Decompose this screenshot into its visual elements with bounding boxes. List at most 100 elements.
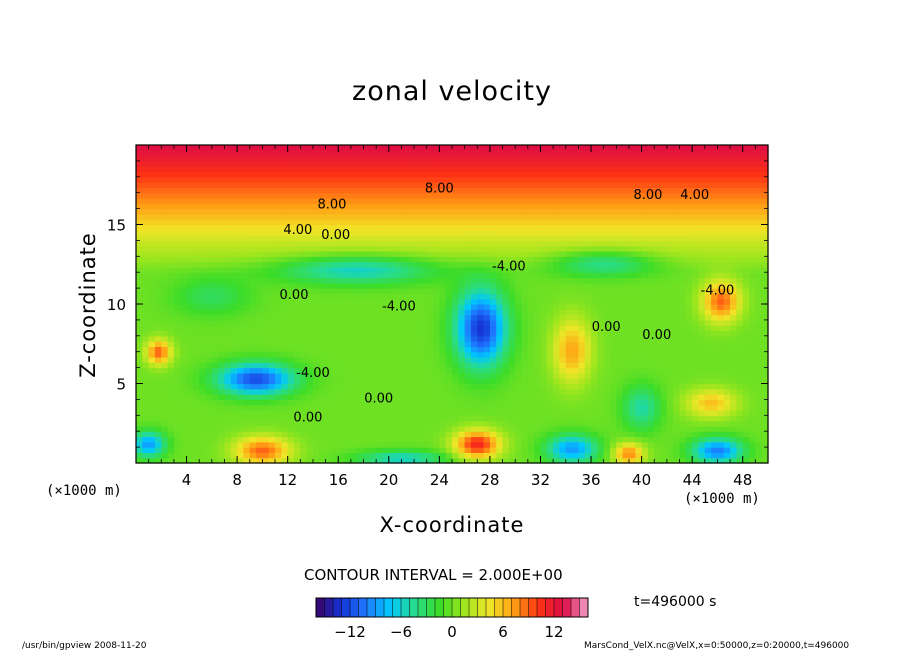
heatmap-cell xyxy=(180,240,188,247)
heatmap-cell xyxy=(559,319,567,326)
heatmap-cell xyxy=(647,187,655,194)
heatmap-cell xyxy=(287,219,295,226)
heatmap-cell xyxy=(578,420,586,427)
heatmap-cell xyxy=(136,224,143,231)
heatmap-cell xyxy=(521,351,529,358)
heatmap-cell xyxy=(205,341,213,347)
heatmap-cell xyxy=(521,404,529,411)
heatmap-cell xyxy=(142,372,150,379)
heatmap-cell xyxy=(357,425,365,432)
heatmap-cell xyxy=(173,399,181,406)
heatmap-cell xyxy=(331,351,339,358)
heatmap-cell xyxy=(357,277,365,284)
heatmap-cell xyxy=(521,213,529,220)
heatmap-cell xyxy=(256,192,263,199)
heatmap-cell xyxy=(515,166,523,173)
heatmap-cell xyxy=(376,266,384,273)
heatmap-cell xyxy=(268,160,276,167)
heatmap-cell xyxy=(527,383,535,390)
heatmap-cell xyxy=(268,240,276,247)
heatmap-cell xyxy=(268,282,276,289)
heatmap-cell xyxy=(363,245,371,252)
heatmap-cell xyxy=(603,399,611,406)
heatmap-cell xyxy=(407,171,415,178)
heatmap-cell xyxy=(616,346,624,353)
heatmap-cell xyxy=(647,266,655,273)
heatmap-cell xyxy=(407,425,415,432)
heatmap-cell xyxy=(502,447,510,453)
heatmap-cell xyxy=(243,213,251,220)
heatmap-cell xyxy=(395,208,403,215)
heatmap-cell xyxy=(641,224,649,231)
heatmap-cell xyxy=(439,378,447,385)
heatmap-cell xyxy=(281,420,289,427)
heatmap-cell xyxy=(186,309,194,316)
heatmap-cell xyxy=(578,341,586,347)
heatmap-cell xyxy=(540,282,548,289)
heatmap-cell xyxy=(572,372,579,379)
heatmap-cell xyxy=(331,436,339,443)
heatmap-cell xyxy=(237,452,245,459)
heatmap-cell xyxy=(161,282,169,289)
heatmap-cell xyxy=(628,261,636,268)
heatmap-cell xyxy=(388,155,396,162)
heatmap-cell xyxy=(433,187,440,194)
heatmap-cell xyxy=(452,145,459,151)
heatmap-cell xyxy=(199,399,207,406)
heatmap-cell xyxy=(622,415,630,422)
heatmap-cell xyxy=(572,277,579,284)
heatmap-cell xyxy=(540,404,548,411)
heatmap-cell xyxy=(452,341,459,347)
heatmap-cell xyxy=(205,314,213,321)
heatmap-cell xyxy=(591,304,598,310)
heatmap-cell xyxy=(312,425,320,432)
heatmap-cell xyxy=(275,155,282,162)
heatmap-cell xyxy=(546,272,554,279)
heatmap-cell xyxy=(401,357,409,363)
heatmap-cell xyxy=(338,256,346,263)
heatmap-cell xyxy=(616,309,624,316)
heatmap-cell xyxy=(635,441,643,448)
heatmap-cell xyxy=(572,319,579,326)
heatmap-cell xyxy=(167,341,175,347)
footer-left: /usr/bin/gpview 2008-11-20 xyxy=(22,641,147,651)
heatmap-cell xyxy=(395,213,403,220)
heatmap-cell xyxy=(376,198,384,204)
heatmap-cell xyxy=(224,431,232,438)
heatmap-cell xyxy=(230,357,238,363)
heatmap-cell xyxy=(237,431,245,438)
heatmap-cell xyxy=(256,372,263,379)
heatmap-cell xyxy=(641,288,649,294)
heatmap-cell xyxy=(433,415,440,422)
heatmap-cell xyxy=(534,325,542,332)
heatmap-cell xyxy=(205,187,213,194)
heatmap-cell xyxy=(616,251,624,257)
heatmap-cell xyxy=(167,394,175,400)
heatmap-cell xyxy=(224,335,232,342)
heatmap-cell xyxy=(477,277,485,284)
heatmap-cell xyxy=(622,235,630,241)
heatmap-cell xyxy=(641,155,649,162)
heatmap-cell xyxy=(546,314,554,321)
heatmap-cell xyxy=(300,155,308,162)
heatmap-cell xyxy=(565,452,573,459)
heatmap-cell xyxy=(527,272,535,279)
heatmap-cell xyxy=(426,441,434,448)
heatmap-cell xyxy=(458,155,466,162)
heatmap-cell xyxy=(591,309,598,316)
heatmap-cell xyxy=(628,304,636,310)
heatmap-cell xyxy=(249,378,257,385)
heatmap-cell xyxy=(426,415,434,422)
heatmap-cell xyxy=(294,441,301,448)
heatmap-cell xyxy=(420,309,428,316)
heatmap-cell xyxy=(230,304,238,310)
heatmap-cell xyxy=(489,420,497,427)
heatmap-cell xyxy=(211,182,219,188)
heatmap-cell xyxy=(401,166,409,173)
heatmap-cell xyxy=(515,351,523,358)
heatmap-cell xyxy=(237,346,245,353)
heatmap-cell xyxy=(439,399,447,406)
heatmap-cell xyxy=(186,240,194,247)
heatmap-cell xyxy=(458,288,466,294)
heatmap-cell xyxy=(559,192,567,199)
